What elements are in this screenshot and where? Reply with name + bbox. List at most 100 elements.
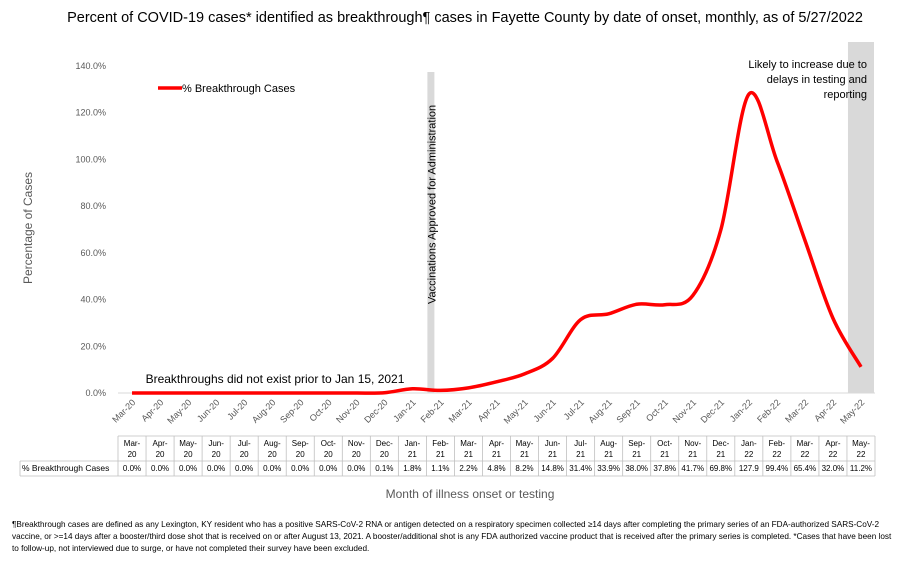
likely-increase-note: delays in testing and (767, 74, 867, 86)
table-header-month: Mar- (460, 439, 477, 448)
table-header-month: Apr- (152, 439, 167, 448)
table-row-label: % Breakthrough Cases (22, 463, 109, 473)
x-tick-label: Apr-20 (139, 397, 165, 423)
y-tick-label: 60.0% (80, 248, 106, 258)
table-header-month: Sep- (628, 439, 645, 448)
table-header-year: 21 (688, 450, 697, 459)
x-tick-label: May-20 (165, 397, 193, 425)
table-header-month: Dec- (712, 439, 729, 448)
table-header-year: 20 (268, 450, 277, 459)
x-axis: Mar-20 Apr-20 May-20 Jun-20 Jul-20 Aug-20 Sep-… (110, 397, 866, 425)
x-tick-label: Feb-21 (419, 397, 446, 424)
y-tick-label: 140.0% (75, 61, 106, 71)
table-header-year: 21 (492, 450, 501, 459)
table-value: 33.9% (597, 464, 620, 473)
table-header-month: Dec- (376, 439, 393, 448)
table-value: 0.0% (123, 464, 141, 473)
table-value: 0.0% (263, 464, 281, 473)
likely-increase-note: Likely to increase due to (748, 59, 867, 71)
x-tick-label: May-21 (502, 397, 530, 425)
table-value: 37.8% (653, 464, 676, 473)
table-value: 1.8% (403, 464, 421, 473)
table-header-year: 20 (240, 450, 249, 459)
table-header-month: Mar- (124, 439, 141, 448)
table-header-month: Jan- (741, 439, 757, 448)
table-header-month: Jan- (405, 439, 421, 448)
x-tick-label: Jan-21 (391, 397, 418, 424)
table-value: 38.0% (625, 464, 648, 473)
table-header-year: 20 (296, 450, 305, 459)
table-header-month: Mar- (797, 439, 814, 448)
table-header-month: May- (179, 439, 197, 448)
table-value: 0.0% (207, 464, 225, 473)
footnote: ¶Breakthrough cases are defined as any L… (12, 520, 892, 553)
x-tick-label: Jul-20 (225, 397, 249, 421)
x-tick-label: Sep-21 (615, 397, 643, 425)
x-tick-label: Dec-20 (362, 397, 390, 425)
y-tick-label: 80.0% (80, 201, 106, 211)
table-header-year: 21 (408, 450, 417, 459)
table-header-year: 20 (156, 450, 165, 459)
table-header-year: 22 (828, 450, 837, 459)
y-tick-label: 0.0% (85, 388, 106, 398)
x-tick-label: Apr-21 (476, 397, 502, 423)
table-header-year: 20 (128, 450, 137, 459)
table-value: 8.2% (515, 464, 533, 473)
table-header-month: Feb- (769, 439, 786, 448)
table-value: 14.8% (541, 464, 564, 473)
table-header-year: 20 (184, 450, 193, 459)
data-table: % Breakthrough Cases Mar- 20 0.0% Apr- 20 0.0%… (19, 435, 876, 477)
table-value: 11.2% (850, 464, 872, 473)
table-value: 0.1% (375, 464, 393, 473)
y-tick-label: 40.0% (80, 295, 106, 305)
annotations: Breakthroughs did not exist prior to Jan… (146, 59, 867, 386)
likely-increase-note: reporting (824, 89, 867, 101)
table-header-year: 22 (800, 450, 809, 459)
table-value: 99.4% (766, 464, 789, 473)
table-value: 127.9 (739, 464, 760, 473)
x-tick-label: Jul-21 (562, 397, 586, 421)
x-tick-label: Aug-21 (586, 397, 614, 425)
x-tick-label: Oct-21 (644, 397, 670, 423)
y-tick-label: 120.0% (75, 108, 106, 118)
table-value: 4.8% (487, 464, 505, 473)
vaccine-marker-bar (427, 72, 435, 393)
table-header-month: Apr- (825, 439, 840, 448)
table-value: 69.8% (709, 464, 732, 473)
table-value: 0.0% (319, 464, 337, 473)
x-tick-label: Aug-20 (250, 397, 278, 425)
table-header-month: May- (852, 439, 870, 448)
vaccine-marker: Vaccinations Approved for Administration (426, 72, 438, 393)
x-tick-label: Apr-22 (812, 397, 838, 423)
table-value: 0.0% (347, 464, 365, 473)
table-header-year: 21 (576, 450, 585, 459)
table-header-month: May- (516, 439, 534, 448)
legend: % Breakthrough Cases (158, 83, 296, 95)
table-value: 1.1% (431, 464, 449, 473)
x-tick-label: Mar-22 (783, 397, 810, 424)
table-value: 2.2% (459, 464, 477, 473)
vaccine-marker-label: Vaccinations Approved for Administration (426, 105, 438, 304)
y-tick-label: 20.0% (80, 341, 106, 351)
table-value: 41.7% (681, 464, 704, 473)
x-tick-label: Mar-21 (447, 397, 474, 424)
no-breakthrough-note: Breakthroughs did not exist prior to Jan… (146, 372, 405, 386)
table-value: 0.0% (235, 464, 253, 473)
x-tick-label: Oct-20 (308, 397, 334, 423)
table-header-year: 22 (772, 450, 781, 459)
table-value: 0.0% (291, 464, 309, 473)
y-axis: 0.0% 20.0% 40.0% 60.0% 80.0% 100.0% 120.0% 140.… (75, 61, 875, 398)
table-header-month: Apr- (489, 439, 504, 448)
x-tick-label: Sep-20 (278, 397, 306, 425)
table-header-month: Jun- (545, 439, 561, 448)
table-header-year: 21 (520, 450, 529, 459)
table-header-month: Aug- (264, 439, 281, 448)
x-tick-label: Nov-21 (671, 397, 699, 425)
table-header-month: Feb- (432, 439, 449, 448)
table-header-month: Sep- (292, 439, 309, 448)
x-tick-label: Nov-20 (334, 397, 362, 425)
shaded-region (847, 42, 874, 393)
table-header-month: Jul- (238, 439, 251, 448)
table-header-month: Aug- (600, 439, 617, 448)
